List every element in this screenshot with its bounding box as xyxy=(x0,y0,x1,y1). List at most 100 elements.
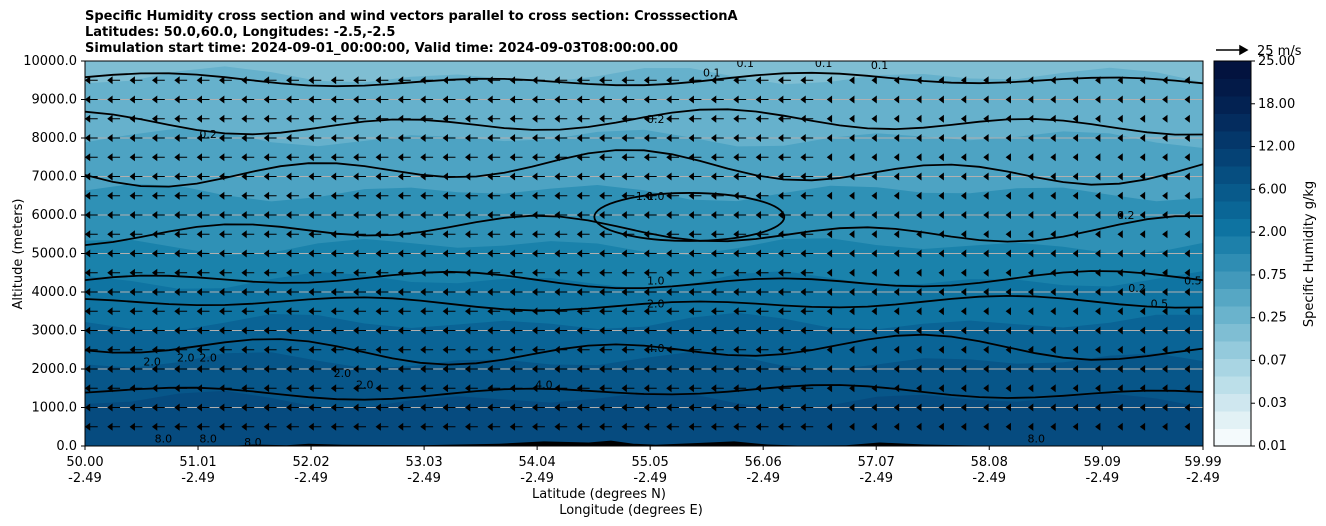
wind-vector xyxy=(308,230,322,239)
wind-vector xyxy=(1184,326,1190,335)
wind-vector xyxy=(107,268,121,277)
wind-vector xyxy=(85,153,98,162)
wind-vector xyxy=(1095,153,1101,162)
wind-vector xyxy=(554,307,568,316)
wind-vector xyxy=(621,326,635,335)
wind-vector xyxy=(487,172,501,181)
wind-vector xyxy=(755,172,769,181)
wind-vector xyxy=(554,268,568,277)
wind-vector xyxy=(129,365,143,373)
wind-vector xyxy=(85,307,98,316)
wind-vector xyxy=(1117,172,1123,181)
wind-vector xyxy=(938,288,944,296)
wind-vector xyxy=(871,307,877,316)
wind-vector xyxy=(353,230,367,239)
wind-vector xyxy=(532,134,545,142)
wind-vector xyxy=(532,95,545,104)
wind-vector xyxy=(1050,95,1056,104)
colorbar-tick-label: 0.01 xyxy=(1258,439,1287,454)
wind-vector xyxy=(849,307,855,316)
wind-vector xyxy=(1095,95,1101,104)
contour-label: 4.0 xyxy=(535,378,553,391)
wind-vector xyxy=(1095,249,1101,258)
wind-vector xyxy=(1027,95,1034,104)
wind-vector xyxy=(1072,153,1079,162)
wind-vector xyxy=(916,134,922,142)
wind-vector xyxy=(532,211,545,219)
wind-vector xyxy=(196,422,210,431)
wind-vector xyxy=(1072,191,1079,200)
wind-vector xyxy=(800,191,814,200)
wind-vector xyxy=(241,76,255,85)
wind-vector xyxy=(442,288,456,296)
wind-vector xyxy=(308,211,322,219)
wind-vector xyxy=(85,172,98,181)
wind-vector xyxy=(710,191,724,200)
wind-vector xyxy=(263,307,277,316)
wind-vector xyxy=(1050,153,1056,162)
wind-vector xyxy=(893,249,900,258)
wind-vector xyxy=(710,422,724,431)
wind-vector xyxy=(643,76,657,85)
wind-vector xyxy=(1162,134,1168,142)
wind-vector xyxy=(442,153,456,162)
wind-vector xyxy=(375,268,389,277)
wind-vector xyxy=(643,307,657,316)
wind-vector xyxy=(938,76,944,85)
wind-vector xyxy=(849,134,855,142)
wind-vector xyxy=(1162,191,1168,200)
wind-vector xyxy=(666,76,680,85)
wind-vector xyxy=(241,230,255,239)
wind-vector xyxy=(643,114,657,123)
y-tick-label: 10000.0 xyxy=(23,54,77,69)
colorbar-swatch xyxy=(1214,253,1251,272)
wind-vector xyxy=(960,307,967,316)
wind-vector xyxy=(85,403,98,412)
wind-vector xyxy=(241,134,255,142)
wind-vector xyxy=(1139,365,1146,373)
wind-vector xyxy=(1184,365,1190,373)
wind-vector xyxy=(871,384,877,393)
wind-vector xyxy=(1139,230,1146,239)
wind-vector xyxy=(286,211,299,219)
wind-vector xyxy=(420,76,434,85)
wind-vector xyxy=(241,191,255,200)
wind-vector xyxy=(643,326,657,335)
wind-vector xyxy=(983,384,989,393)
wind-vector xyxy=(85,288,98,296)
wind-vector xyxy=(826,230,833,239)
wind-vector xyxy=(576,307,590,316)
wind-vector xyxy=(1139,345,1146,354)
wind-vector xyxy=(710,326,724,335)
wind-vector xyxy=(1027,422,1034,431)
wind-vector xyxy=(487,134,501,142)
wind-vector xyxy=(196,76,210,85)
wind-vector xyxy=(871,345,877,354)
wind-vector xyxy=(241,365,255,373)
wind-vector xyxy=(1162,307,1168,316)
wind-vector xyxy=(330,268,344,277)
wind-vector xyxy=(849,153,855,162)
wind-vector xyxy=(1162,365,1168,373)
wind-vector xyxy=(916,249,922,258)
wind-vector xyxy=(263,230,277,239)
wind-vector xyxy=(1139,403,1146,412)
wind-vector xyxy=(599,365,612,373)
wind-vector xyxy=(420,172,434,181)
wind-vector xyxy=(509,230,523,239)
wind-vector xyxy=(576,249,590,258)
wind-vector xyxy=(960,211,967,219)
wind-vector xyxy=(1095,326,1101,335)
wind-vector xyxy=(353,365,367,373)
wind-vector xyxy=(755,288,769,296)
wind-vector xyxy=(666,134,680,142)
wind-vector xyxy=(241,268,255,277)
contour-line xyxy=(85,108,1203,136)
colorbar-tick-label: 0.75 xyxy=(1258,268,1287,283)
wind-vector xyxy=(1139,76,1146,85)
wind-vector xyxy=(1072,288,1079,296)
wind-vector xyxy=(1117,384,1123,393)
wind-vector xyxy=(196,268,210,277)
contour-label: 0.1 xyxy=(871,59,889,72)
wind-vector xyxy=(151,268,165,277)
